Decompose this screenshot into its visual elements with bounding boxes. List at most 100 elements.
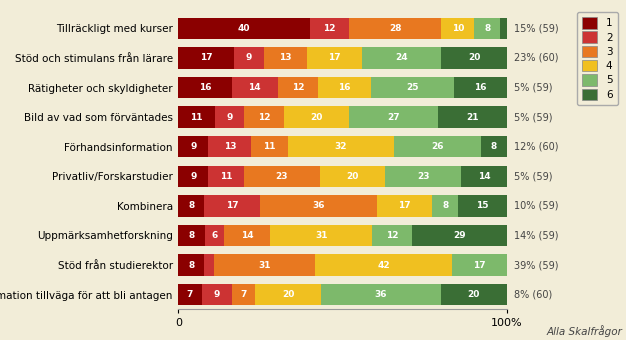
Text: 7: 7 (187, 290, 193, 299)
Text: 17: 17 (226, 201, 239, 210)
Text: 24: 24 (396, 53, 408, 63)
Bar (205, 195, 260, 217)
Text: 20: 20 (310, 113, 322, 122)
Text: 17: 17 (200, 53, 213, 63)
Text: 31: 31 (259, 260, 271, 270)
Bar (178, 166, 208, 187)
Text: 23: 23 (417, 172, 429, 181)
Bar (371, 77, 454, 98)
Bar (452, 254, 507, 276)
Bar (458, 195, 507, 217)
Text: 39% (59): 39% (59) (514, 260, 558, 270)
Text: 8: 8 (485, 24, 490, 33)
Text: 11: 11 (220, 172, 232, 181)
Text: 20: 20 (346, 172, 359, 181)
Text: 12% (60): 12% (60) (514, 142, 558, 152)
Bar (178, 106, 215, 128)
Bar (244, 106, 284, 128)
Bar (310, 18, 349, 39)
Text: 8: 8 (442, 201, 448, 210)
Bar (278, 77, 318, 98)
Text: 17: 17 (473, 260, 486, 270)
Text: 8: 8 (188, 231, 195, 240)
Bar (318, 77, 371, 98)
Bar (362, 47, 441, 69)
Bar (208, 136, 252, 157)
Text: 17: 17 (328, 53, 341, 63)
Bar (232, 77, 278, 98)
Bar (225, 225, 270, 246)
Bar (178, 18, 310, 39)
Text: 10: 10 (451, 24, 464, 33)
Bar (252, 136, 288, 157)
Text: 12: 12 (324, 24, 336, 33)
Text: 12: 12 (258, 113, 270, 122)
Bar (178, 225, 205, 246)
Bar (288, 136, 394, 157)
Text: 14: 14 (241, 231, 254, 240)
Text: 20: 20 (468, 290, 480, 299)
Text: 5% (59): 5% (59) (514, 171, 553, 181)
Text: 9: 9 (226, 113, 232, 122)
Text: 8: 8 (491, 142, 497, 151)
Bar (321, 284, 441, 305)
Bar (255, 284, 321, 305)
Bar (349, 18, 441, 39)
Text: 36: 36 (312, 201, 324, 210)
Text: 32: 32 (335, 142, 347, 151)
Bar (214, 254, 315, 276)
Text: 5% (59): 5% (59) (514, 83, 553, 92)
Bar (386, 166, 461, 187)
Bar (244, 166, 320, 187)
Text: 15% (59): 15% (59) (514, 23, 558, 33)
Bar (372, 225, 412, 246)
Bar (208, 166, 244, 187)
Bar (441, 284, 507, 305)
Text: 28: 28 (389, 24, 401, 33)
Text: 14: 14 (249, 83, 261, 92)
Bar (441, 18, 475, 39)
Text: 9: 9 (246, 53, 252, 63)
Legend: 1, 2, 3, 4, 5, 6: 1, 2, 3, 4, 5, 6 (577, 12, 618, 105)
Text: 11: 11 (190, 113, 203, 122)
Bar (432, 195, 458, 217)
Text: 12: 12 (292, 83, 304, 92)
Text: 13: 13 (279, 53, 292, 63)
Bar (349, 106, 438, 128)
Text: 9: 9 (213, 290, 220, 299)
Bar (501, 18, 507, 39)
Bar (438, 106, 507, 128)
Text: 40: 40 (238, 24, 250, 33)
Text: Alla Skalfrågor: Alla Skalfrågor (547, 325, 623, 337)
Text: 10% (59): 10% (59) (514, 201, 558, 211)
Text: 23% (60): 23% (60) (514, 53, 558, 63)
Text: 16: 16 (198, 83, 211, 92)
Text: 29: 29 (453, 231, 466, 240)
Bar (481, 136, 507, 157)
Text: 9: 9 (190, 172, 197, 181)
Bar (260, 195, 377, 217)
Bar (232, 284, 255, 305)
Text: 8: 8 (188, 260, 195, 270)
Text: 20: 20 (468, 53, 480, 63)
Text: 13: 13 (223, 142, 236, 151)
Bar (412, 225, 507, 246)
Text: 14% (59): 14% (59) (514, 231, 558, 240)
Bar (394, 136, 481, 157)
Text: 15: 15 (476, 201, 489, 210)
Text: 31: 31 (315, 231, 327, 240)
Bar (178, 254, 205, 276)
Text: 16: 16 (475, 83, 487, 92)
Bar (215, 106, 244, 128)
Text: 21: 21 (466, 113, 479, 122)
Bar (461, 166, 507, 187)
Text: 8% (60): 8% (60) (514, 290, 552, 300)
Text: 25: 25 (406, 83, 419, 92)
Bar (307, 47, 362, 69)
Text: 8: 8 (188, 201, 195, 210)
Text: 6: 6 (212, 231, 218, 240)
Bar (264, 47, 307, 69)
Text: 42: 42 (377, 260, 390, 270)
Bar (234, 47, 264, 69)
Bar (178, 195, 205, 217)
